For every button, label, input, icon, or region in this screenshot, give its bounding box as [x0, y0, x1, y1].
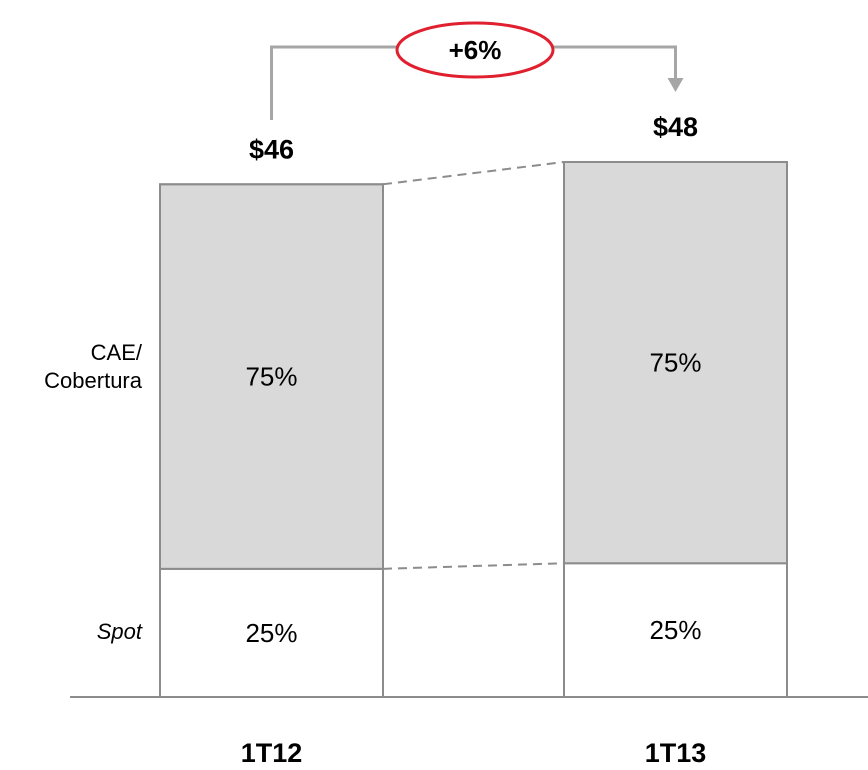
- bar-outline: [159, 183, 384, 698]
- connector: [382, 161, 565, 186]
- connector: [382, 562, 565, 570]
- growth-label: +6%: [449, 35, 502, 65]
- series-label: Spot: [96, 619, 142, 644]
- segment-label: 75%: [245, 361, 297, 391]
- x-tick-label: 1T13: [645, 738, 707, 768]
- bar-segment: [563, 161, 788, 565]
- segment-label: 25%: [245, 618, 297, 648]
- bar-segment: [159, 183, 384, 570]
- total-label: $46: [249, 134, 294, 164]
- bar-outline: [563, 161, 788, 698]
- series-label: CAE/ Cobertura: [44, 340, 142, 393]
- segment-label: 25%: [649, 615, 701, 645]
- highlight-ellipse: [395, 21, 555, 79]
- segment-label: 75%: [649, 348, 701, 378]
- arrowhead: [667, 78, 684, 92]
- total-label: $48: [653, 112, 698, 142]
- x-tick-label: 1T12: [241, 738, 303, 768]
